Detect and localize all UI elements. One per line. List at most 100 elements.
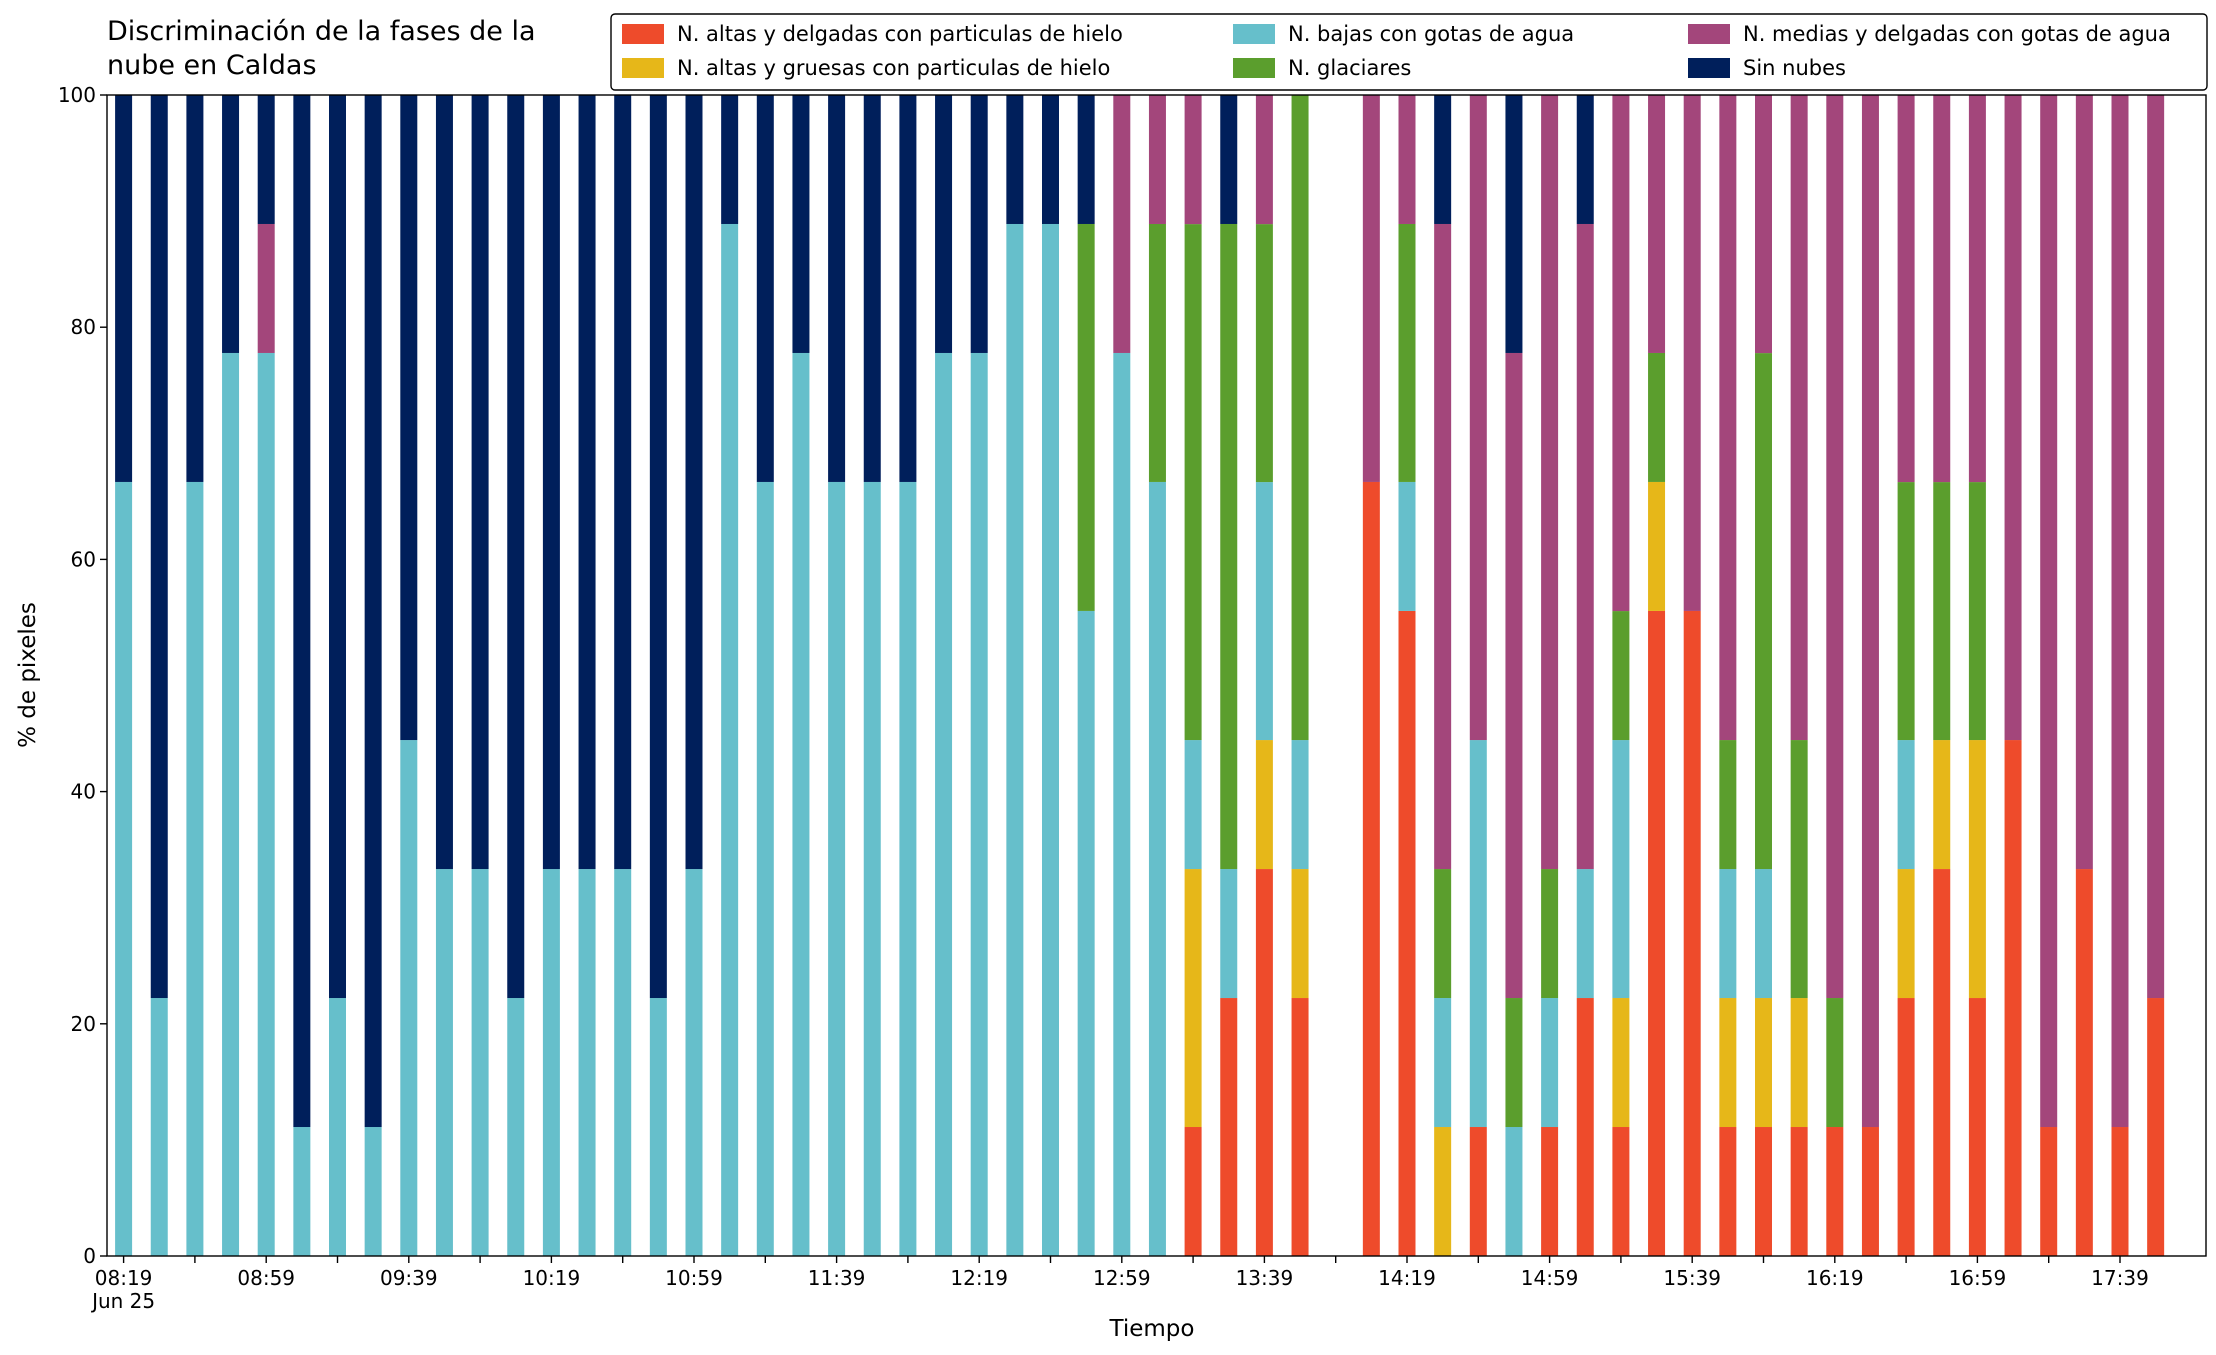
- bar-segment: [792, 352, 810, 1256]
- bar-segment: [1861, 1127, 1879, 1256]
- bar-segment: [1897, 740, 1915, 870]
- bar-segment: [1184, 740, 1202, 870]
- bar-segment: [115, 481, 133, 1256]
- bar-segment: [970, 352, 988, 1256]
- x-tick-label: 16:19: [1806, 1266, 1864, 1290]
- bar-segment: [1541, 1127, 1559, 1256]
- bar-segment: [614, 95, 632, 870]
- bar-segment: [1897, 869, 1915, 999]
- x-tick-label: 12:19: [950, 1266, 1008, 1290]
- y-tick-label: 60: [71, 547, 96, 571]
- bar-segment: [649, 95, 667, 999]
- x-tick-label: 14:59: [1521, 1266, 1579, 1290]
- x-tick-label: 16:59: [1949, 1266, 2007, 1290]
- bar-segment: [1897, 482, 1915, 741]
- bar-segment: [1790, 740, 1808, 999]
- bar-segment: [1755, 353, 1772, 870]
- bar-segment: [1683, 610, 1701, 1256]
- bar-segment: [828, 481, 846, 1256]
- bar-segment: [1006, 95, 1024, 224]
- bar-segment: [222, 352, 240, 1256]
- bar-segment: [1933, 869, 1951, 1256]
- x-tick-label: 09:39: [380, 1266, 438, 1290]
- bar-segment: [1541, 998, 1559, 1128]
- bar-segment: [863, 481, 881, 1256]
- bar-segment: [1255, 482, 1273, 741]
- x-tick-label: 13:39: [1236, 1266, 1294, 1290]
- bar-segment: [1790, 998, 1808, 1128]
- x-axis-label: Tiempo: [1109, 1316, 1195, 1342]
- bar-segment: [257, 95, 275, 224]
- bar-segment: [1790, 95, 1808, 741]
- bar-segment: [970, 95, 988, 353]
- bar-segment: [1755, 869, 1772, 999]
- bar-segment: [471, 95, 489, 870]
- bar-segment: [1576, 95, 1594, 224]
- bar-segment: [1719, 1127, 1737, 1256]
- legend-label: N. glaciares: [1288, 56, 1411, 80]
- bar-segment: [1826, 998, 1844, 1128]
- bar-segment: [1469, 95, 1487, 741]
- bar-segment: [1148, 95, 1166, 224]
- bar-segment: [1755, 95, 1772, 354]
- bar-segment: [1220, 223, 1238, 870]
- bar-segment: [2040, 95, 2058, 1128]
- bar-segment: [2075, 869, 2093, 1256]
- bar-segment: [2111, 1127, 2129, 1256]
- x-date-label: Jun 25: [90, 1289, 155, 1313]
- bar-segment: [756, 481, 774, 1256]
- bar-segment: [1933, 95, 1951, 483]
- bar-segment: [1398, 481, 1416, 611]
- chart-title: nube en Caldas: [107, 50, 317, 81]
- legend-label: N. altas y gruesas con particulas de hie…: [677, 56, 1110, 80]
- bar-segment: [578, 869, 596, 1256]
- y-tick-label: 80: [71, 315, 96, 339]
- bar-segment: [1362, 481, 1380, 1256]
- bar-segment: [935, 95, 953, 353]
- chart-title: Discriminación de la fases de la: [107, 16, 536, 47]
- bar-segment: [1469, 1127, 1487, 1256]
- bar-segment: [1861, 95, 1879, 1128]
- bar-segment: [1469, 740, 1487, 1128]
- bar-segment: [1291, 95, 1309, 741]
- bar-segment: [756, 95, 774, 482]
- bar-segment: [1612, 611, 1630, 741]
- bar-segment: [1933, 740, 1951, 870]
- bar-segment: [2111, 95, 2129, 1128]
- bar-segment: [1897, 998, 1915, 1256]
- bar-segment: [1612, 95, 1630, 612]
- x-tick-label: 17:39: [2091, 1266, 2149, 1290]
- bar-segment: [1398, 95, 1416, 224]
- bar-segment: [1255, 869, 1273, 1256]
- bar-segment: [1077, 610, 1095, 1256]
- plot-frame: [106, 94, 2207, 1257]
- bar-segment: [1968, 95, 1986, 483]
- bar-segment: [2147, 998, 2165, 1256]
- y-tick-label: 20: [71, 1012, 96, 1036]
- bar-segment: [1184, 1127, 1202, 1256]
- y-tick-label: 0: [83, 1244, 96, 1268]
- bar-segment: [1434, 223, 1452, 870]
- bar-segment: [293, 1127, 311, 1256]
- bar-segment: [435, 95, 453, 870]
- bar-segment: [1968, 482, 1986, 741]
- bar-segment: [1505, 95, 1523, 353]
- bar-segment: [721, 223, 739, 1257]
- bar-segment: [400, 740, 418, 1256]
- bar-segment: [1042, 95, 1059, 224]
- bar-segment: [1648, 481, 1666, 611]
- bar-segment: [1255, 224, 1273, 483]
- legend-label: N. altas y delgadas con particulas de hi…: [677, 22, 1123, 46]
- bar-segment: [1755, 1127, 1772, 1256]
- bar-segment: [899, 95, 917, 482]
- bar-segment: [115, 95, 133, 482]
- y-tick-label: 40: [71, 780, 96, 804]
- bar-segment: [1113, 95, 1131, 353]
- bar-segment: [1719, 95, 1737, 741]
- bar-segment: [1148, 481, 1166, 1256]
- bar-segment: [542, 95, 560, 870]
- bar-segment: [1576, 223, 1594, 870]
- bar-segment: [614, 869, 632, 1256]
- bar-segment: [1220, 998, 1238, 1256]
- x-tick-label: 12:59: [1093, 1266, 1151, 1290]
